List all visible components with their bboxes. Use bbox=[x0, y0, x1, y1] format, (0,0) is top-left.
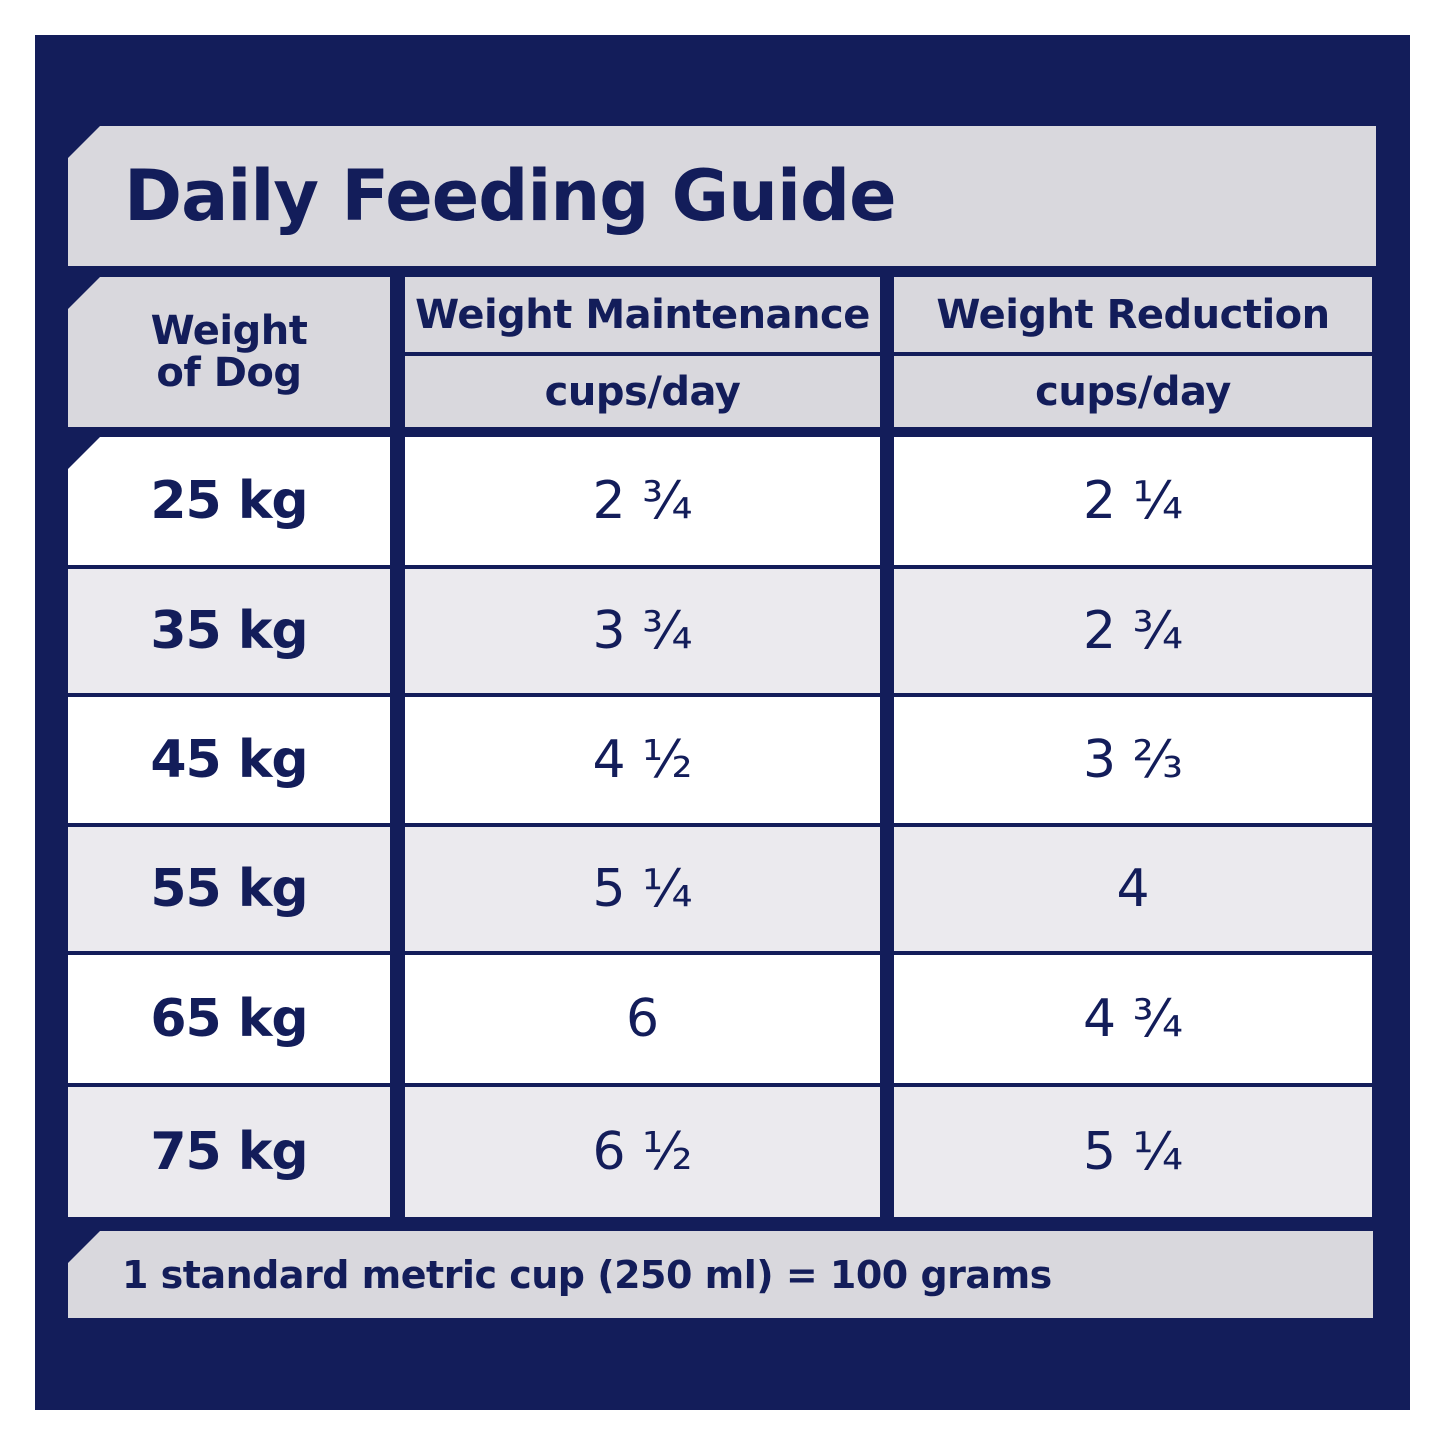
cups-cell: 5 ¼ bbox=[405, 827, 880, 951]
cups-cell: 3 ⅔ bbox=[894, 697, 1372, 823]
title: Daily Feeding Guide bbox=[68, 126, 1376, 266]
cups-cell: 2 ¾ bbox=[405, 437, 880, 565]
cups-cell: 4 bbox=[894, 827, 1372, 951]
reduction-unit: cups/day bbox=[894, 356, 1372, 427]
cups-cell: 2 ¾ bbox=[894, 569, 1372, 693]
cups-cell: 6 ½ bbox=[405, 1087, 880, 1217]
cups-cell: 6 bbox=[405, 955, 880, 1083]
weight-cell: 25 kg bbox=[68, 437, 390, 565]
weight-cell: 75 kg bbox=[68, 1087, 390, 1217]
weight-cell: 55 kg bbox=[68, 827, 390, 951]
cups-cell: 2 ¼ bbox=[894, 437, 1372, 565]
reduction-header: Weight Reduction bbox=[894, 277, 1372, 352]
maintenance-unit: cups/day bbox=[405, 356, 880, 427]
cups-cell: 4 ½ bbox=[405, 697, 880, 823]
weight-header: Weight of Dog bbox=[68, 277, 390, 427]
cups-cell: 3 ¾ bbox=[405, 569, 880, 693]
weight-cell: 45 kg bbox=[68, 697, 390, 823]
maintenance-header: Weight Maintenance bbox=[405, 277, 880, 352]
footer-note: 1 standard metric cup (250 ml) = 100 gra… bbox=[68, 1231, 1373, 1318]
weight-cell: 65 kg bbox=[68, 955, 390, 1083]
weight-cell: 35 kg bbox=[68, 569, 390, 693]
cups-cell: 5 ¼ bbox=[894, 1087, 1372, 1217]
cups-cell: 4 ¾ bbox=[894, 955, 1372, 1083]
